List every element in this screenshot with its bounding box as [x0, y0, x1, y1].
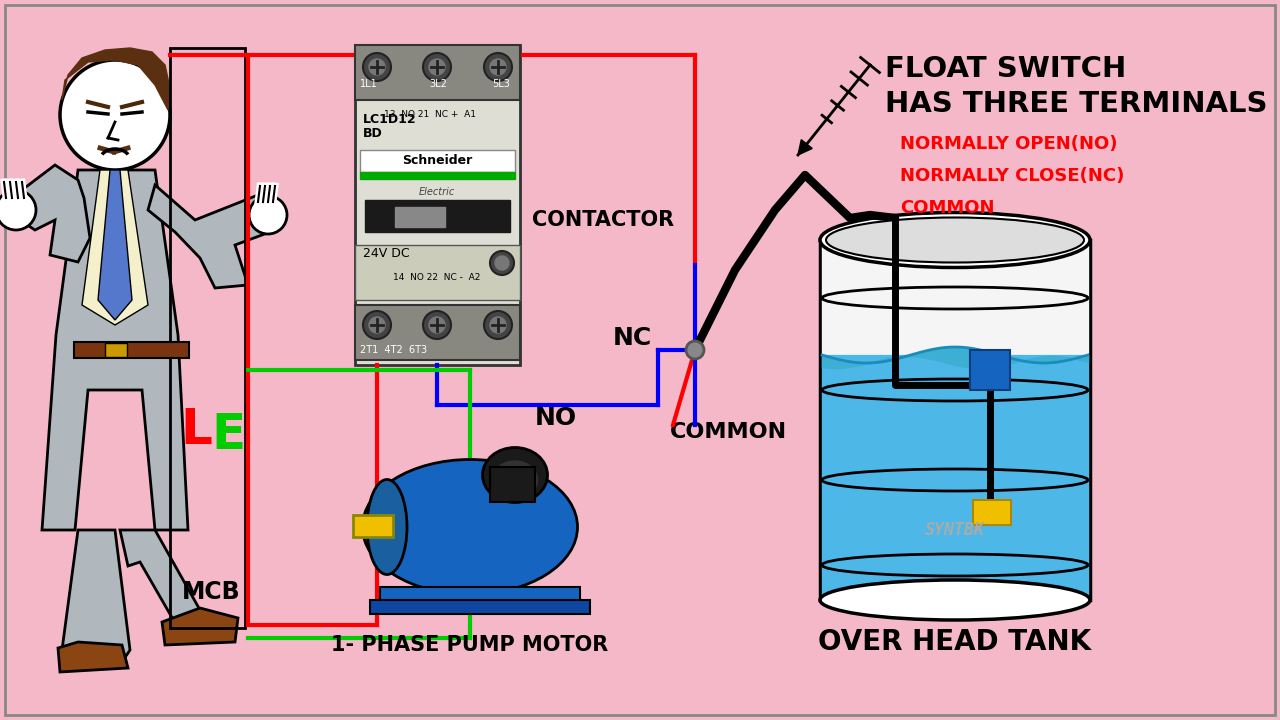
Text: 13  NO 21  NC +  A1: 13 NO 21 NC + A1	[384, 110, 476, 119]
Text: COMMON: COMMON	[669, 422, 787, 442]
Polygon shape	[42, 170, 188, 530]
Bar	[396, 207, 445, 227]
Text: 5L3: 5L3	[492, 79, 509, 89]
Circle shape	[484, 311, 512, 339]
Polygon shape	[12, 165, 90, 262]
Bar	[822, 355, 1088, 597]
Text: LC1D12: LC1D12	[364, 113, 416, 126]
Text: BD: BD	[364, 127, 383, 140]
Circle shape	[490, 59, 506, 75]
Text: E: E	[211, 411, 244, 459]
Polygon shape	[797, 140, 813, 155]
Polygon shape	[148, 185, 270, 288]
Bar	[822, 243, 1088, 353]
Bar	[370, 600, 590, 614]
Text: HAS THREE TERMINALS: HAS THREE TERMINALS	[884, 90, 1267, 118]
Ellipse shape	[483, 448, 548, 503]
Text: COMMON: COMMON	[900, 199, 995, 217]
Bar	[380, 587, 580, 603]
Polygon shape	[163, 608, 238, 645]
Circle shape	[369, 59, 385, 75]
Text: OVER HEAD TANK: OVER HEAD TANK	[818, 628, 1092, 656]
Bar	[355, 305, 520, 360]
Bar	[74, 342, 189, 358]
Ellipse shape	[362, 459, 577, 595]
Text: 3L2: 3L2	[429, 79, 447, 89]
Circle shape	[490, 251, 515, 275]
Circle shape	[686, 341, 704, 359]
Ellipse shape	[367, 480, 407, 575]
Circle shape	[490, 317, 506, 333]
Polygon shape	[58, 642, 128, 672]
Text: NORMALLY CLOSE(NC): NORMALLY CLOSE(NC)	[900, 167, 1124, 185]
Ellipse shape	[493, 461, 538, 499]
Text: 14  NO 22  NC -  A2: 14 NO 22 NC - A2	[393, 273, 481, 282]
Circle shape	[429, 59, 445, 75]
Text: MCB: MCB	[182, 580, 241, 604]
Text: 1L1: 1L1	[360, 79, 378, 89]
Bar	[105, 343, 127, 357]
Bar	[170, 48, 244, 628]
Bar	[820, 240, 1091, 600]
Text: NO: NO	[535, 406, 577, 430]
Bar	[355, 45, 520, 100]
Bar	[360, 172, 515, 179]
Polygon shape	[99, 170, 132, 320]
Circle shape	[369, 317, 385, 333]
Circle shape	[422, 53, 451, 81]
Circle shape	[60, 60, 170, 170]
Circle shape	[429, 317, 445, 333]
Circle shape	[364, 311, 390, 339]
Text: NC: NC	[613, 326, 652, 350]
Text: L: L	[180, 406, 212, 454]
Ellipse shape	[826, 217, 1084, 263]
Text: Electric: Electric	[419, 187, 456, 197]
Bar	[970, 350, 1010, 390]
Bar	[365, 200, 509, 232]
Text: 2T1  4T2  6T3: 2T1 4T2 6T3	[360, 345, 428, 355]
Text: SYNTBK: SYNTBK	[925, 521, 986, 539]
Text: CONTACTOR: CONTACTOR	[532, 210, 675, 230]
Circle shape	[0, 190, 36, 230]
Bar	[973, 500, 1011, 525]
Text: FLOAT SWITCH: FLOAT SWITCH	[884, 55, 1126, 83]
Text: 24V DC: 24V DC	[364, 247, 410, 260]
Polygon shape	[61, 530, 131, 668]
Polygon shape	[82, 170, 148, 325]
Circle shape	[364, 53, 390, 81]
Ellipse shape	[820, 580, 1091, 620]
Circle shape	[422, 311, 451, 339]
Ellipse shape	[820, 212, 1091, 268]
Text: 1- PHASE PUMP MOTOR: 1- PHASE PUMP MOTOR	[332, 635, 608, 655]
Bar	[355, 245, 520, 300]
Circle shape	[250, 196, 287, 234]
Polygon shape	[120, 530, 200, 628]
Text: NORMALLY OPEN(NO): NORMALLY OPEN(NO)	[900, 135, 1117, 153]
Text: Schneider: Schneider	[402, 155, 472, 168]
Bar	[490, 467, 535, 502]
Circle shape	[484, 53, 512, 81]
Bar	[360, 150, 515, 172]
Polygon shape	[61, 48, 170, 110]
Circle shape	[495, 256, 509, 270]
Bar	[355, 45, 520, 365]
Bar	[353, 515, 393, 537]
